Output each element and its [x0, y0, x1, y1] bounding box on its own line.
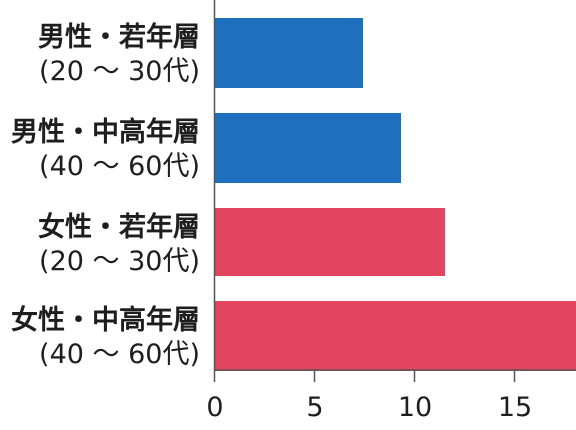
category-label-4: 女性・中高年層 — [11, 304, 200, 336]
bar-3 — [215, 208, 445, 276]
category-sublabel-2: (40 ～ 60代) — [39, 151, 200, 182]
bar-4 — [215, 301, 576, 371]
category-label-2: 男性・中高年層 — [11, 116, 200, 148]
category-label-3: 女性・若年層 — [38, 211, 200, 243]
category-sublabel-4: (40 ～ 60代) — [39, 339, 200, 370]
category-sublabel-1: (20 ～ 30代) — [39, 56, 200, 87]
bar-1 — [215, 18, 363, 88]
x-tick-label-10: 10 — [398, 392, 432, 423]
x-tick-label-5: 5 — [306, 392, 323, 423]
x-tick-label-0: 0 — [206, 392, 223, 423]
bar-2 — [215, 113, 401, 183]
x-axis-ticks: 0 5 10 15 — [206, 370, 532, 423]
x-tick-label-15: 15 — [498, 392, 532, 423]
bars-group — [215, 18, 576, 371]
category-sublabel-3: (20 ～ 30代) — [39, 246, 200, 277]
category-label-1: 男性・若年層 — [38, 21, 200, 53]
category-labels: 男性・若年層(20 ～ 30代)男性・中高年層(40 ～ 60代)女性・若年層(… — [11, 21, 200, 370]
